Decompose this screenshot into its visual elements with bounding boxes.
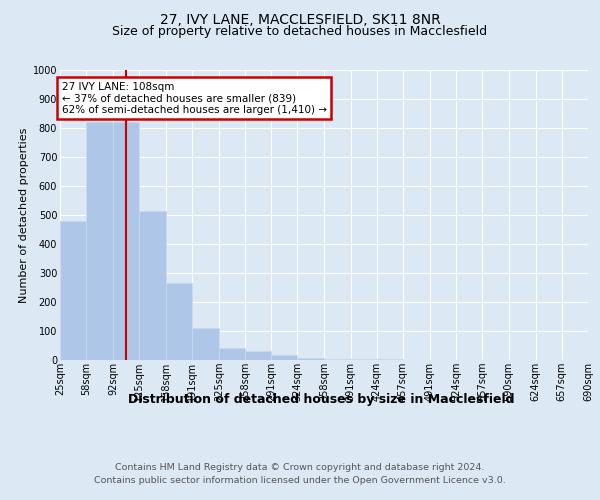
Text: Contains HM Land Registry data © Crown copyright and database right 2024.: Contains HM Land Registry data © Crown c…	[115, 462, 485, 471]
Bar	[139, 210, 166, 360]
Text: 27, IVY LANE, MACCLESFIELD, SK11 8NR: 27, IVY LANE, MACCLESFIELD, SK11 8NR	[160, 12, 440, 26]
Bar	[298, 358, 325, 360]
Bar	[60, 221, 86, 360]
Bar	[219, 348, 245, 360]
Text: Distribution of detached houses by size in Macclesfield: Distribution of detached houses by size …	[128, 392, 514, 406]
Bar	[113, 122, 139, 360]
Text: 27 IVY LANE: 108sqm
← 37% of detached houses are smaller (839)
62% of semi-detac: 27 IVY LANE: 108sqm ← 37% of detached ho…	[62, 82, 326, 115]
Text: Size of property relative to detached houses in Macclesfield: Size of property relative to detached ho…	[112, 25, 488, 38]
Bar	[271, 355, 298, 360]
Bar	[245, 352, 271, 360]
Bar	[86, 122, 113, 360]
Bar	[325, 359, 350, 360]
Bar	[192, 328, 219, 360]
Text: Contains public sector information licensed under the Open Government Licence v3: Contains public sector information licen…	[94, 476, 506, 485]
Y-axis label: Number of detached properties: Number of detached properties	[19, 128, 29, 302]
Bar	[350, 359, 377, 360]
Bar	[166, 283, 192, 360]
